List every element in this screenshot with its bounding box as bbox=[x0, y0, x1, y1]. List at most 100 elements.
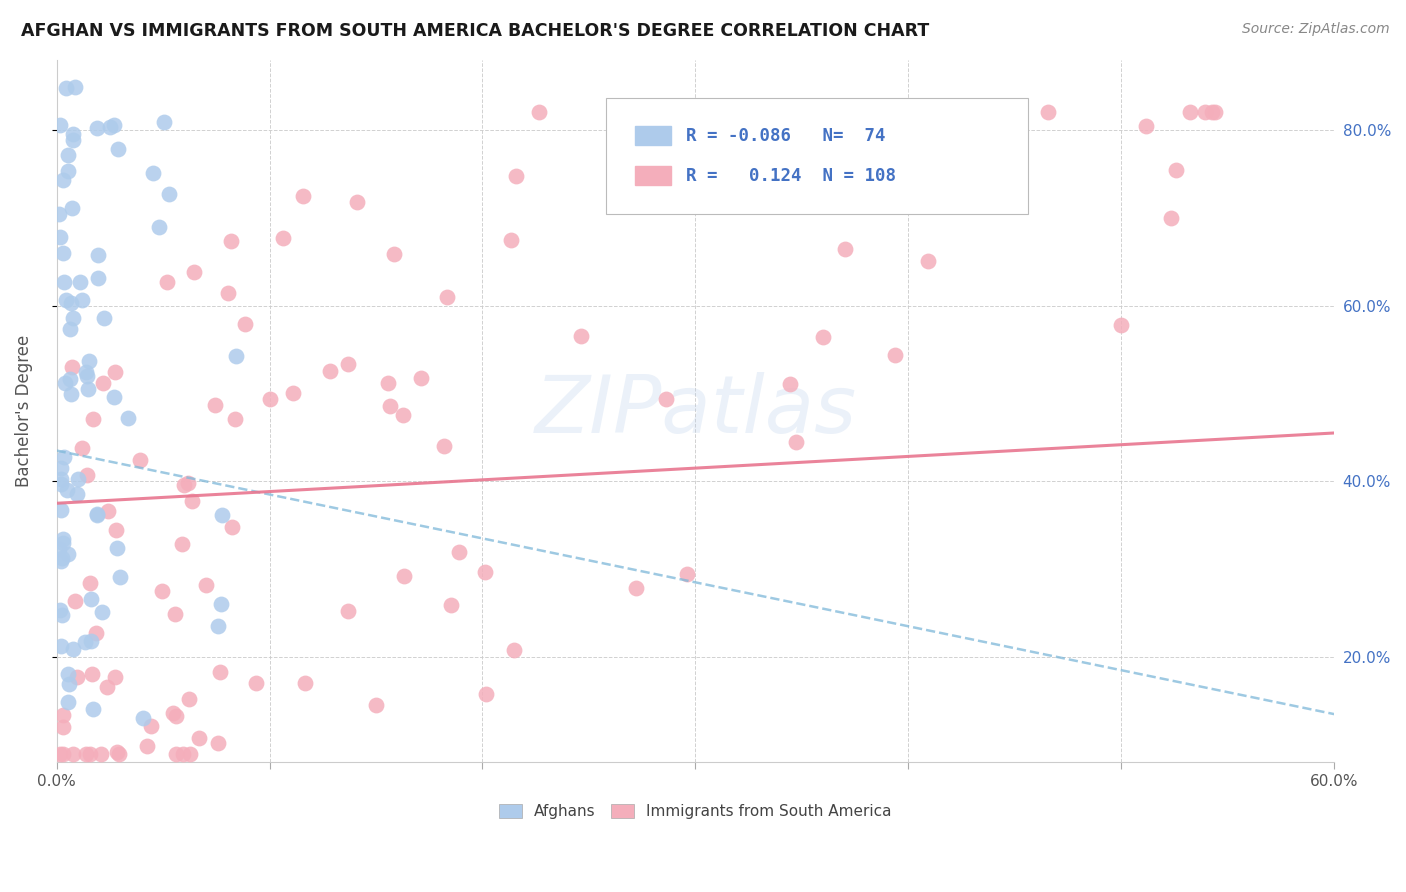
Point bbox=[392, 569, 415, 583]
Point bbox=[84, 626, 107, 640]
Point bbox=[172, 747, 194, 761]
Point bbox=[1204, 105, 1226, 120]
Point bbox=[49, 477, 72, 491]
Point bbox=[103, 390, 125, 404]
Bar bbox=[636, 166, 671, 186]
Point bbox=[449, 545, 471, 559]
Point bbox=[82, 702, 104, 716]
Point bbox=[1007, 105, 1029, 120]
Point bbox=[209, 665, 232, 679]
Text: Source: ZipAtlas.com: Source: ZipAtlas.com bbox=[1241, 22, 1389, 37]
Point bbox=[318, 364, 340, 378]
Point bbox=[97, 504, 120, 518]
Point bbox=[150, 584, 173, 599]
Legend: Afghans, Immigrants from South America: Afghans, Immigrants from South America bbox=[494, 797, 898, 825]
Point bbox=[66, 486, 89, 500]
Point bbox=[153, 115, 176, 129]
Point bbox=[80, 666, 103, 681]
Point bbox=[170, 537, 193, 551]
Point bbox=[107, 745, 129, 759]
Point bbox=[73, 635, 96, 649]
FancyBboxPatch shape bbox=[606, 98, 1028, 214]
Point bbox=[70, 293, 93, 307]
Point bbox=[505, 169, 527, 183]
Point bbox=[281, 385, 304, 400]
Point bbox=[364, 698, 387, 713]
Point bbox=[204, 398, 226, 412]
Point bbox=[884, 348, 907, 362]
Point bbox=[56, 695, 79, 709]
Point bbox=[90, 747, 112, 761]
Point bbox=[148, 220, 170, 235]
Point bbox=[48, 541, 70, 556]
Point bbox=[377, 376, 399, 391]
Point bbox=[86, 507, 108, 521]
Point bbox=[744, 148, 766, 162]
Point bbox=[180, 494, 202, 508]
Point bbox=[55, 293, 77, 307]
Text: ZIPatlas: ZIPatlas bbox=[534, 372, 856, 450]
Point bbox=[80, 591, 103, 606]
Point bbox=[75, 365, 97, 379]
Point bbox=[217, 285, 239, 300]
Point bbox=[56, 547, 79, 561]
Point bbox=[136, 739, 159, 753]
Point bbox=[79, 747, 101, 761]
Y-axis label: Bachelor's Degree: Bachelor's Degree bbox=[15, 334, 32, 487]
Point bbox=[55, 483, 77, 497]
Point bbox=[86, 271, 108, 285]
Point bbox=[52, 246, 75, 260]
Point bbox=[49, 603, 72, 617]
Point bbox=[86, 508, 108, 523]
Point bbox=[53, 376, 76, 390]
Point bbox=[52, 532, 75, 546]
Point bbox=[259, 392, 281, 406]
Point bbox=[346, 195, 368, 210]
Point bbox=[49, 503, 72, 517]
Point bbox=[502, 643, 524, 657]
Point bbox=[62, 133, 84, 147]
Point bbox=[75, 747, 97, 761]
Point bbox=[53, 275, 76, 289]
Point bbox=[245, 676, 267, 690]
Point bbox=[671, 130, 693, 145]
Point bbox=[129, 453, 152, 467]
Point bbox=[52, 708, 75, 723]
Point bbox=[48, 118, 70, 132]
Text: R =   0.124  N = 108: R = 0.124 N = 108 bbox=[686, 167, 897, 185]
Point bbox=[79, 634, 101, 648]
Point bbox=[63, 79, 86, 94]
Point bbox=[380, 400, 402, 414]
Point bbox=[225, 349, 247, 363]
Point bbox=[67, 472, 90, 486]
Point bbox=[607, 151, 630, 165]
Point bbox=[666, 138, 689, 153]
Point bbox=[52, 720, 75, 734]
Point bbox=[207, 736, 229, 750]
Point bbox=[79, 576, 101, 591]
Point bbox=[165, 747, 187, 761]
Point bbox=[87, 248, 110, 262]
Point bbox=[65, 670, 87, 684]
Point bbox=[624, 581, 647, 595]
Point bbox=[103, 118, 125, 132]
Point bbox=[834, 242, 856, 256]
Point bbox=[616, 131, 638, 145]
Point bbox=[105, 523, 128, 537]
Point bbox=[104, 669, 127, 683]
Point bbox=[433, 439, 456, 453]
Bar bbox=[636, 126, 671, 145]
Point bbox=[93, 311, 115, 326]
Point bbox=[48, 230, 70, 244]
Point bbox=[571, 328, 593, 343]
Point bbox=[117, 410, 139, 425]
Point bbox=[337, 357, 360, 371]
Point bbox=[209, 597, 232, 611]
Point bbox=[157, 187, 180, 202]
Point bbox=[173, 478, 195, 492]
Point bbox=[392, 409, 415, 423]
Point bbox=[65, 594, 87, 608]
Point bbox=[59, 322, 82, 336]
Point bbox=[194, 578, 217, 592]
Point bbox=[98, 120, 121, 134]
